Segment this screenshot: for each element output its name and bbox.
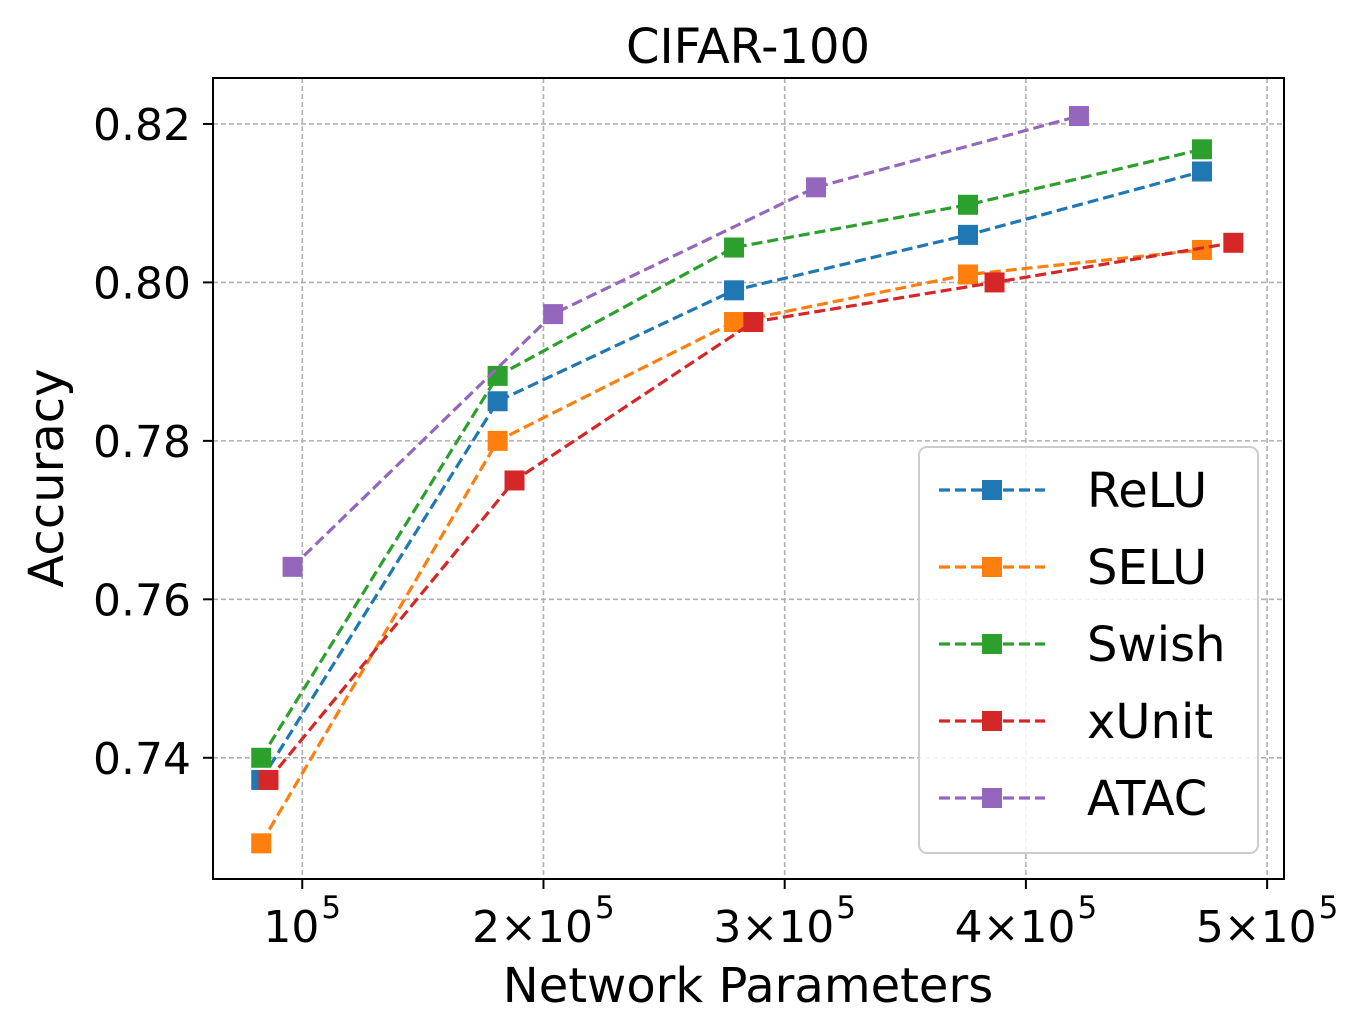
y-axis-label: Accuracy	[19, 368, 75, 587]
x-tick-label: 10 5	[263, 890, 341, 953]
legend-label-relu: ReLU	[1087, 463, 1207, 519]
y-tick-label: 0.78	[93, 417, 191, 468]
x-tick-label: 5×10 5	[1196, 890, 1339, 953]
chart-title: CIFAR-100	[626, 19, 870, 75]
y-tick-label: 0.82	[93, 100, 191, 151]
series-group	[251, 106, 1244, 854]
legend-label-xunit: xUnit	[1087, 694, 1213, 750]
legend-label-swish: Swish	[1087, 617, 1226, 673]
y-tick-label: 0.76	[93, 575, 191, 626]
data-point-atac	[282, 556, 303, 577]
x-tick-base: 4×10	[955, 902, 1076, 953]
x-tick-label: 4×10 5	[955, 890, 1098, 953]
x-tick-base: 3×10	[713, 902, 834, 953]
legend-label-selu: SELU	[1087, 540, 1207, 596]
data-point-xunit	[743, 312, 764, 333]
legend-marker-atac	[982, 788, 1002, 808]
x-tick-exponent: 5	[1077, 890, 1097, 926]
data-point-selu	[487, 430, 508, 451]
legend: ReLU SELU Swish xUnit ATAC	[918, 446, 1259, 854]
data-point-selu	[958, 264, 979, 285]
x-axis-label: Network Parameters	[503, 958, 993, 1014]
data-point-xunit	[1223, 232, 1244, 253]
data-point-selu	[251, 833, 272, 854]
data-point-relu	[487, 391, 508, 412]
x-tick-label: 3×10 5	[713, 890, 856, 953]
x-tick-exponent: 5	[321, 890, 341, 926]
x-tick-base: 5×10	[1196, 902, 1317, 953]
data-point-xunit	[984, 272, 1005, 293]
data-point-atac	[806, 177, 827, 198]
y-tick-label: 0.74	[93, 734, 191, 785]
data-point-swish	[958, 194, 979, 215]
series-line-selu	[259, 248, 1203, 845]
data-point-xunit	[258, 769, 279, 790]
data-point-relu	[724, 280, 745, 301]
plot-frame	[212, 77, 1285, 880]
y-tick-label: 0.80	[93, 258, 191, 309]
legend-marker-swish	[982, 634, 1002, 654]
data-point-relu	[958, 224, 979, 245]
series-line-atac	[291, 114, 1080, 568]
data-point-relu	[1191, 161, 1212, 182]
data-point-atac	[1068, 106, 1089, 127]
data-point-selu	[724, 312, 745, 333]
x-tick-label: 2×10 5	[472, 890, 615, 953]
x-tick-exponent: 5	[836, 890, 856, 926]
data-point-xunit	[504, 470, 525, 491]
data-point-swish	[1191, 139, 1212, 160]
x-tick-exponent: 5	[1319, 890, 1339, 926]
data-point-swish	[251, 747, 272, 768]
x-tick-base: 2×10	[472, 902, 593, 953]
legend-marker-selu	[982, 557, 1002, 577]
data-point-atac	[543, 304, 564, 325]
data-point-selu	[1191, 239, 1212, 260]
legend-marker-xunit	[982, 711, 1002, 731]
x-tick-exponent: 5	[595, 890, 615, 926]
legend-box	[918, 446, 1259, 854]
legend-label-atac: ATAC	[1087, 771, 1207, 827]
x-tick-base: 10	[263, 902, 319, 953]
legend-marker-relu	[982, 480, 1002, 500]
data-point-swish	[724, 237, 745, 258]
